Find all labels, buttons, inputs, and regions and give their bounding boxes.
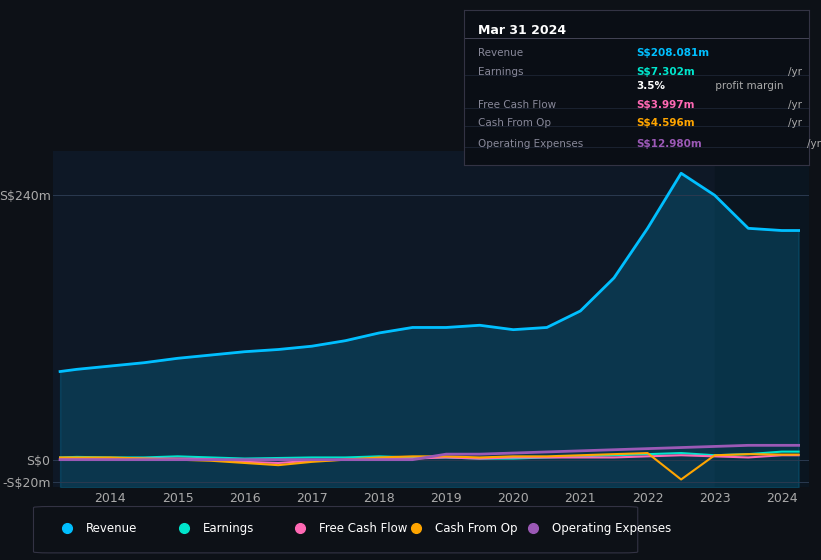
Text: S$4.596m: S$4.596m: [636, 119, 695, 128]
Text: /yr: /yr: [788, 67, 802, 77]
Text: S$208.081m: S$208.081m: [636, 49, 709, 58]
Text: Free Cash Flow: Free Cash Flow: [319, 522, 407, 535]
Text: S$12.980m: S$12.980m: [636, 139, 702, 149]
Text: Cash From Op: Cash From Op: [435, 522, 518, 535]
Text: Earnings: Earnings: [478, 67, 523, 77]
Text: /yr: /yr: [788, 100, 802, 110]
Text: Operating Expenses: Operating Expenses: [552, 522, 671, 535]
Text: S$3.997m: S$3.997m: [636, 100, 695, 110]
Text: Free Cash Flow: Free Cash Flow: [478, 100, 556, 110]
Text: Mar 31 2024: Mar 31 2024: [478, 24, 566, 36]
Text: Revenue: Revenue: [478, 49, 523, 58]
Text: profit margin: profit margin: [712, 81, 783, 91]
Bar: [715, 151, 809, 487]
Text: Operating Expenses: Operating Expenses: [478, 139, 583, 149]
Text: /yr: /yr: [807, 139, 821, 149]
Text: S$7.302m: S$7.302m: [636, 67, 695, 77]
Text: Cash From Op: Cash From Op: [478, 119, 551, 128]
Text: 3.5%: 3.5%: [636, 81, 665, 91]
Text: /yr: /yr: [788, 119, 802, 128]
Text: Revenue: Revenue: [86, 522, 138, 535]
Text: Earnings: Earnings: [203, 522, 254, 535]
